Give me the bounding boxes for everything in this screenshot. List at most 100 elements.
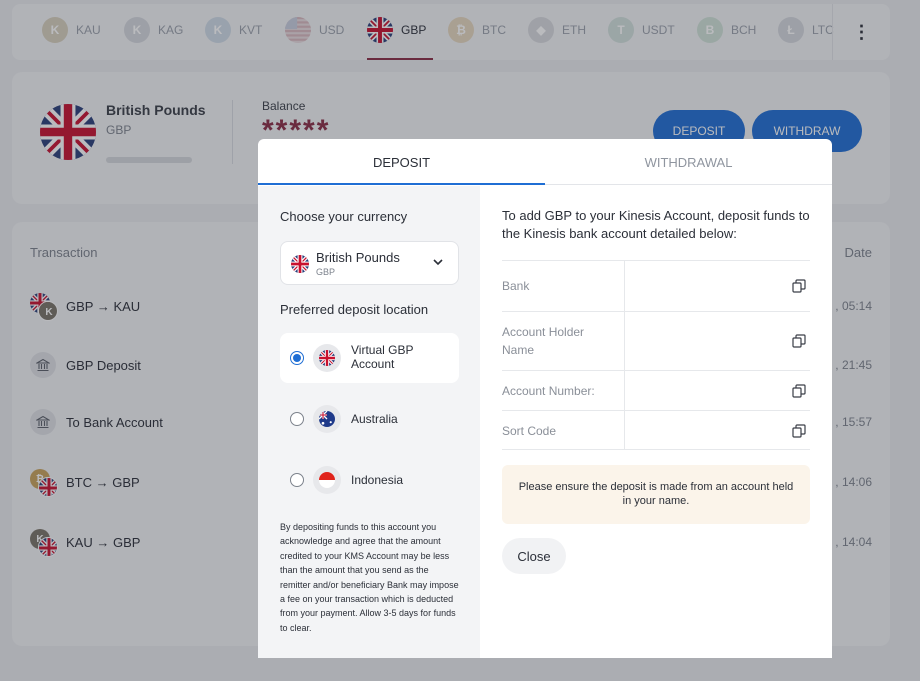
transaction-label: KAU → GBP — [66, 534, 141, 550]
transaction-row[interactable]: GBP Deposit — [30, 350, 141, 380]
tab-usdt[interactable]: T USDT — [608, 14, 675, 46]
location-name: Australia — [351, 412, 398, 426]
copy-icon[interactable] — [792, 424, 806, 438]
usd-coin-icon — [285, 17, 311, 43]
location-option-australia[interactable]: Australia — [280, 394, 459, 444]
deposit-notice: Please ensure the deposit is made from a… — [502, 465, 810, 524]
deposit-location-label: Preferred deposit location — [280, 302, 429, 317]
tab-eth[interactable]: ◆ ETH — [528, 14, 586, 46]
deposit-options-panel: Choose your currency British Pounds GBP … — [258, 186, 480, 658]
kvt-coin-icon: K — [205, 17, 231, 43]
location-name: Indonesia — [351, 473, 404, 487]
tab-deposit[interactable]: DEPOSIT — [372, 154, 431, 170]
exchange-pair-icon: ₿ — [30, 469, 58, 497]
active-tab-underline — [258, 183, 545, 185]
close-button[interactable]: Close — [502, 538, 566, 574]
currency-progress-bar — [106, 157, 192, 163]
kag-coin-icon: K — [124, 17, 150, 43]
divider — [232, 100, 233, 164]
tab-label: LTC — [812, 23, 834, 37]
transaction-row[interactable]: K GBP → KAU — [30, 291, 140, 321]
transaction-column-header: Transaction — [30, 245, 98, 260]
bank-icon — [30, 409, 56, 435]
active-tab-indicator — [367, 58, 433, 60]
radio-button[interactable] — [290, 412, 304, 426]
tab-usd[interactable]: USD — [285, 14, 344, 46]
account-number-row: Account Number: — [502, 370, 810, 410]
tab-label: KAU — [76, 23, 101, 37]
bank-details-table: Bank Account Holder Name Account Number:… — [502, 260, 810, 450]
transaction-label: BTC → GBP — [66, 474, 140, 490]
tab-label: KAG — [158, 23, 184, 37]
uk-flag-icon — [291, 255, 309, 273]
transaction-row[interactable]: ₿ BTC → GBP — [30, 467, 140, 497]
copy-icon[interactable] — [792, 334, 806, 348]
sort-code-row: Sort Code — [502, 410, 810, 450]
copy-icon[interactable] — [792, 384, 806, 398]
transaction-label: GBP Deposit — [66, 357, 141, 373]
tab-bch[interactable]: B BCH — [697, 14, 756, 46]
uk-flag-icon — [40, 104, 96, 160]
transaction-time: , 05:14 — [835, 299, 872, 313]
bank-row: Bank — [502, 260, 810, 311]
deposit-disclaimer: By depositing funds to this account you … — [280, 522, 459, 633]
exchange-pair-icon: K — [30, 529, 58, 557]
kau-coin-icon: K — [42, 17, 68, 43]
radio-button[interactable] — [290, 351, 304, 365]
transaction-label: GBP → KAU — [66, 298, 141, 314]
modal-tabs: DEPOSIT WITHDRAWAL — [258, 139, 832, 185]
tab-kvt[interactable]: K KVT — [205, 14, 262, 46]
location-option-indonesia[interactable]: Indonesia — [280, 455, 459, 505]
tab-label: BTC — [482, 23, 506, 37]
ltc-coin-icon: Ł — [778, 17, 804, 43]
transaction-time: , 21:45 — [835, 358, 872, 372]
currency-name: British Pounds — [106, 102, 206, 118]
tab-ltc[interactable]: Ł LTC — [778, 14, 834, 46]
account-holder-row: Account Holder Name — [502, 311, 810, 370]
transaction-label: To Bank Account — [66, 414, 163, 430]
transaction-row[interactable]: K KAU → GBP — [30, 527, 140, 557]
tab-label: BCH — [731, 23, 757, 37]
currency-code: GBP — [106, 123, 132, 137]
copy-icon[interactable] — [792, 279, 806, 293]
currency-select[interactable]: British Pounds GBP — [280, 241, 459, 285]
more-menu-icon[interactable]: ⋮ — [832, 4, 890, 60]
btc-coin-icon: ₿ — [448, 17, 474, 43]
bch-coin-icon: B — [697, 17, 723, 43]
deposit-instructions: To add GBP to your Kinesis Account, depo… — [502, 208, 810, 241]
tab-gbp[interactable]: GBP — [367, 14, 426, 46]
location-option-virtual-gbp[interactable]: Virtual GBP Account — [280, 333, 459, 383]
balance-label: Balance — [262, 99, 306, 113]
selected-currency-code: GBP — [316, 267, 336, 277]
tab-label: USD — [319, 23, 345, 37]
exchange-pair-icon: K — [30, 293, 58, 321]
field-label: Sort Code — [502, 424, 557, 438]
field-label: Account Number: — [502, 384, 595, 398]
indonesia-flag-icon — [313, 466, 341, 494]
bank-icon — [30, 352, 56, 378]
transaction-time: , 14:04 — [835, 535, 872, 549]
transaction-row[interactable]: To Bank Account — [30, 407, 163, 437]
choose-currency-label: Choose your currency — [280, 209, 408, 224]
transaction-time: , 14:06 — [835, 475, 872, 489]
tab-kag[interactable]: K KAG — [124, 14, 183, 46]
selected-currency-name: British Pounds — [316, 250, 400, 265]
tab-label: ETH — [562, 23, 586, 37]
radio-button[interactable] — [290, 473, 304, 487]
bank-details-panel: To add GBP to your Kinesis Account, depo… — [480, 186, 832, 658]
tab-withdrawal[interactable]: WITHDRAWAL — [644, 154, 733, 170]
tab-kau[interactable]: K KAU — [42, 14, 101, 46]
gbp-coin-icon — [367, 17, 393, 43]
tab-btc[interactable]: ₿ BTC — [448, 14, 506, 46]
chevron-down-icon — [433, 259, 443, 266]
usdt-coin-icon: T — [608, 17, 634, 43]
uk-flag-icon — [313, 344, 341, 372]
australia-flag-icon — [313, 405, 341, 433]
eth-coin-icon: ◆ — [528, 17, 554, 43]
tab-label: GBP — [401, 23, 427, 37]
tab-label: USDT — [642, 23, 675, 37]
transaction-time: , 15:57 — [835, 415, 872, 429]
deposit-modal: DEPOSIT WITHDRAWAL Choose your currency … — [258, 139, 832, 658]
field-label: Bank — [502, 279, 530, 293]
tab-label: KVT — [239, 23, 263, 37]
